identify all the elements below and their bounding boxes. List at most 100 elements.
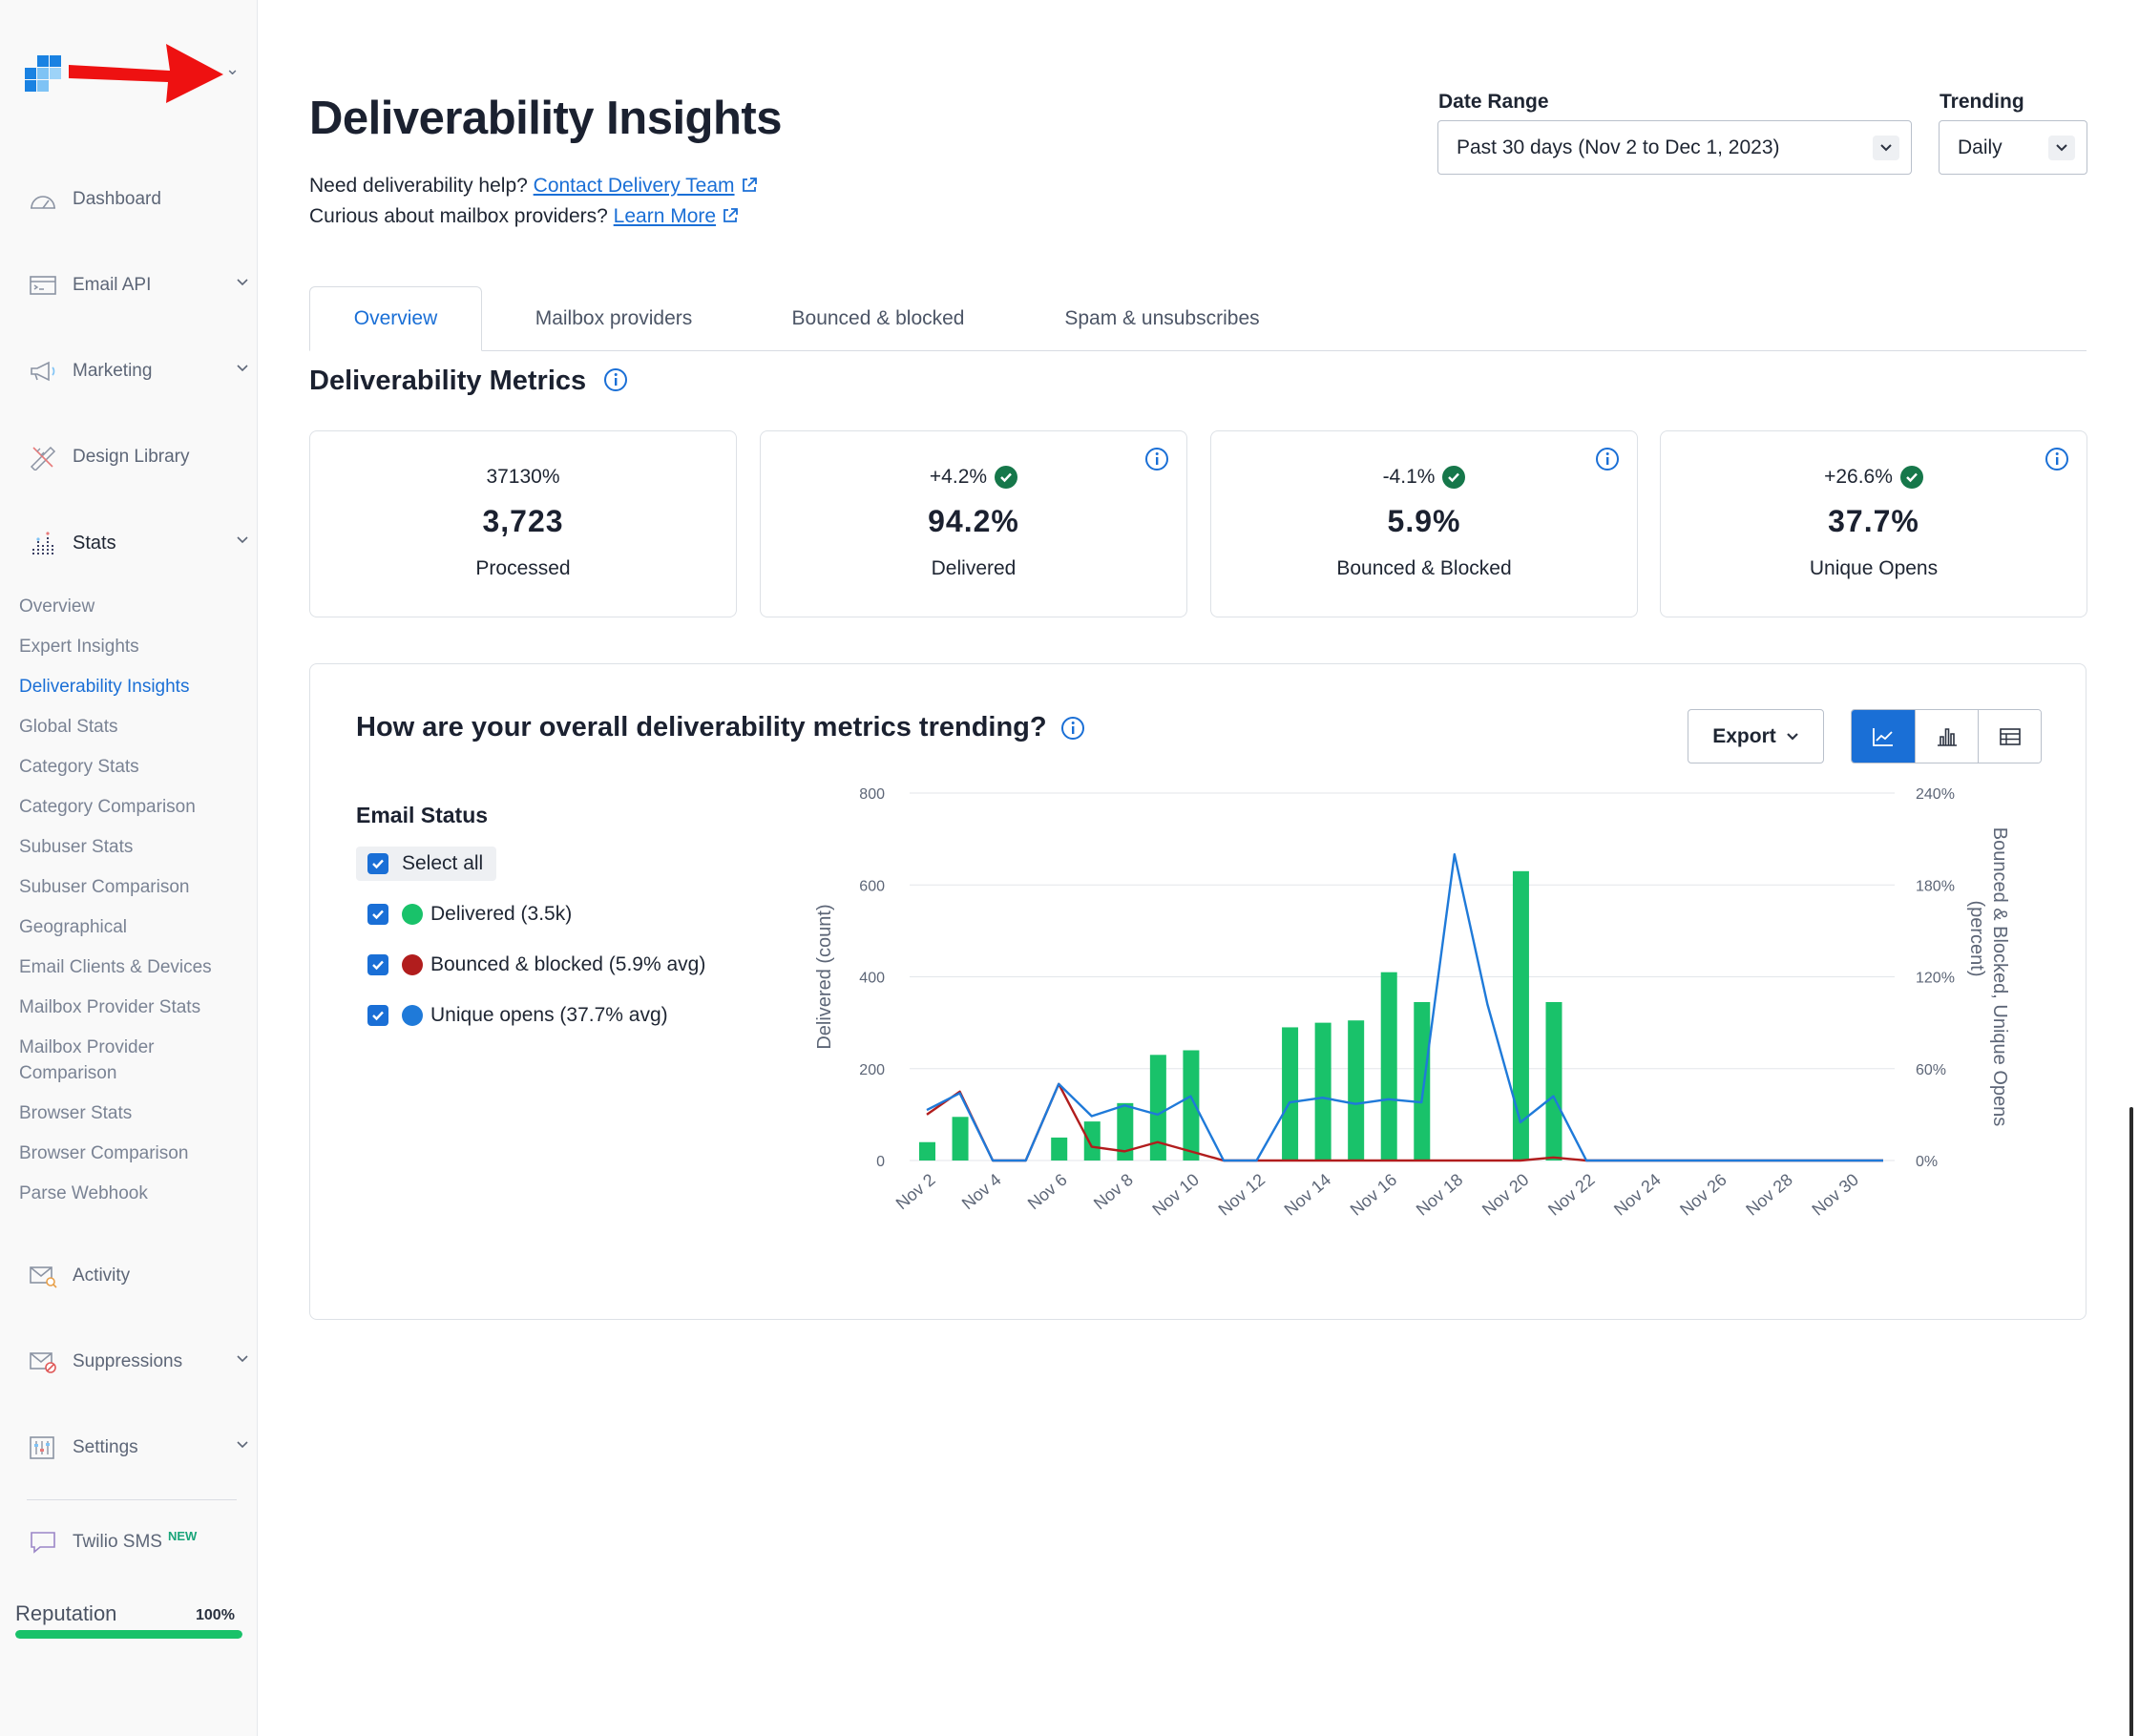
stats-subitem-email-clients-devices[interactable]: Email Clients & Devices <box>19 957 212 977</box>
legend-delivered-checkbox[interactable]: Delivered (3.5k) <box>367 903 572 926</box>
metric-change: +26.6% <box>1661 466 2087 489</box>
info-icon[interactable] <box>603 367 628 392</box>
chevron-down-icon[interactable] <box>237 1350 248 1366</box>
sendgrid-logo-icon[interactable] <box>25 55 61 92</box>
chevron-down-icon <box>2048 136 2075 160</box>
account-chevron-down-icon[interactable]: ⌄ <box>225 59 241 78</box>
external-link-icon[interactable] <box>741 177 758 194</box>
stats-subitem-expert-insights[interactable]: Expert Insights <box>19 637 139 657</box>
stats-subitem-mailbox-provider-stats[interactable]: Mailbox Provider Stats <box>19 997 201 1017</box>
delivered-bar <box>952 1117 969 1161</box>
line-chart-icon <box>1873 727 1893 746</box>
stats-subitem-deliverability-insights[interactable]: Deliverability Insights <box>19 677 190 697</box>
stats-subitem-subuser-comparison[interactable]: Subuser Comparison <box>19 877 190 897</box>
legend-opens-checkbox[interactable]: Unique opens (37.7% avg) <box>367 1004 668 1027</box>
bar-chart-icon <box>27 529 59 557</box>
stats-subitem-global-stats[interactable]: Global Stats <box>19 717 118 737</box>
sidebar-item-label: Design Library <box>73 447 190 467</box>
help-line-delivery: Need deliverability help? Contact Delive… <box>309 175 758 198</box>
sidebar-item-label: Email API <box>73 275 152 295</box>
envelope-block-icon <box>27 1348 59 1376</box>
x-tick-label: Nov 30 <box>1808 1170 1862 1220</box>
x-tick-label: Nov 22 <box>1544 1170 1599 1220</box>
terminal-window-icon <box>27 271 59 300</box>
gauge-icon <box>27 185 59 214</box>
trending-select[interactable]: Daily <box>1939 120 2087 175</box>
reputation-label: Reputation <box>15 1601 117 1625</box>
line-chart-view-button[interactable] <box>1852 710 1915 763</box>
pencil-ruler-icon <box>27 443 59 471</box>
export-button[interactable]: Export <box>1688 709 1824 763</box>
page-scrollbar[interactable] <box>2129 1107 2133 1736</box>
y-tick-label: 600 <box>859 878 885 894</box>
sidebar-item-email-api[interactable]: Email API <box>27 266 248 304</box>
tab-mailbox-providers[interactable]: Mailbox providers <box>535 307 693 329</box>
metric-change-value: +26.6% <box>1824 466 1893 488</box>
y-tick-label: 400 <box>859 971 885 987</box>
bar-chart-view-button[interactable] <box>1915 710 1978 763</box>
info-icon[interactable] <box>1060 716 1085 741</box>
y-axis-title: Delivered (count) <box>814 904 835 1049</box>
sidebar-item-dashboard[interactable]: Dashboard <box>27 180 248 219</box>
help-text: Need deliverability help? <box>309 175 528 197</box>
x-tick-label: Nov 10 <box>1148 1170 1203 1220</box>
metrics-section-title: Deliverability Metrics <box>309 366 628 397</box>
chevron-down-icon[interactable] <box>237 274 248 289</box>
new-badge: NEW <box>167 1528 198 1543</box>
contact-delivery-team-link[interactable]: Contact Delivery Team <box>533 175 735 197</box>
info-icon[interactable] <box>1595 447 1620 471</box>
stats-subitem-category-comparison[interactable]: Category Comparison <box>19 797 196 817</box>
delivered-bar <box>1348 1020 1365 1161</box>
sidebar-item-suppressions[interactable]: Suppressions <box>27 1343 248 1381</box>
unique-opens-line <box>926 852 1883 1162</box>
x-tick-label: Nov 8 <box>1090 1170 1137 1214</box>
stats-subitem-parse-webhook[interactable]: Parse Webhook <box>19 1183 148 1203</box>
y2-tick-label: 240% <box>1916 786 1955 803</box>
legend-label: Bounced & blocked (5.9% avg) <box>430 953 706 975</box>
select-all-checkbox[interactable]: Select all <box>356 847 497 881</box>
sidebar-item-stats[interactable]: Stats <box>27 524 248 562</box>
tab-bounced-blocked[interactable]: Bounced & blocked <box>791 307 965 329</box>
x-tick-label: Nov 20 <box>1478 1170 1533 1220</box>
red-arrow-annotation-icon <box>69 44 223 103</box>
info-icon[interactable] <box>1144 447 1169 471</box>
external-link-icon[interactable] <box>722 207 739 224</box>
x-tick-label: Nov 12 <box>1215 1170 1269 1220</box>
metric-change: 37130% <box>310 466 736 489</box>
tab-overview[interactable]: Overview <box>309 286 482 351</box>
stats-subitem-overview[interactable]: Overview <box>19 596 95 617</box>
info-icon[interactable] <box>2045 447 2069 471</box>
sidebar-item-twilio-sms[interactable]: Twilio SMS NEW <box>27 1523 248 1561</box>
y2-axis-title-unit: (percent) <box>1966 900 1987 976</box>
checkbox-checked-icon <box>367 954 388 975</box>
x-tick-label: Nov 24 <box>1610 1170 1665 1220</box>
legend-bounced-checkbox[interactable]: Bounced & blocked (5.9% avg) <box>367 953 705 976</box>
delivered-bar <box>1117 1102 1134 1161</box>
metric-label: Processed <box>475 557 571 579</box>
sidebar-item-marketing[interactable]: Marketing <box>27 352 248 390</box>
check-circle-icon <box>1442 466 1466 489</box>
stats-subitem-browser-stats[interactable]: Browser Stats <box>19 1103 133 1123</box>
metric-change-value: -4.1% <box>1382 466 1436 488</box>
date-range-select[interactable]: Past 30 days (Nov 2 to Dec 1, 2023) <box>1437 120 1912 175</box>
stats-subitem-geographical[interactable]: Geographical <box>19 917 128 937</box>
chevron-down-icon[interactable] <box>237 1436 248 1452</box>
chevron-down-icon[interactable] <box>237 532 248 547</box>
table-view-button[interactable] <box>1978 710 2041 763</box>
chevron-down-icon[interactable] <box>237 360 248 375</box>
metric-card-delivered: +4.2% 94.2% Delivered <box>760 430 1187 617</box>
metrics-title-text: Deliverability Metrics <box>309 366 587 396</box>
stats-subitem-category-stats[interactable]: Category Stats <box>19 757 139 777</box>
stats-subitem-mailbox-provider-comparison[interactable]: Mailbox Provider Comparison <box>19 1037 155 1083</box>
y2-tick-label: 180% <box>1916 878 1955 894</box>
delivered-color-dot <box>402 904 423 925</box>
learn-more-link[interactable]: Learn More <box>613 205 717 227</box>
sidebar-item-design-library[interactable]: Design Library <box>27 438 248 476</box>
sidebar-item-activity[interactable]: Activity <box>27 1257 248 1295</box>
y2-tick-label: 0% <box>1916 1154 1938 1170</box>
stats-subitem-subuser-stats[interactable]: Subuser Stats <box>19 837 134 857</box>
metric-label: Delivered <box>931 557 1017 579</box>
sidebar-item-settings[interactable]: Settings <box>27 1429 248 1467</box>
stats-subitem-browser-comparison[interactable]: Browser Comparison <box>19 1143 189 1163</box>
tab-spam-unsubscribes[interactable]: Spam & unsubscribes <box>1064 307 1260 329</box>
